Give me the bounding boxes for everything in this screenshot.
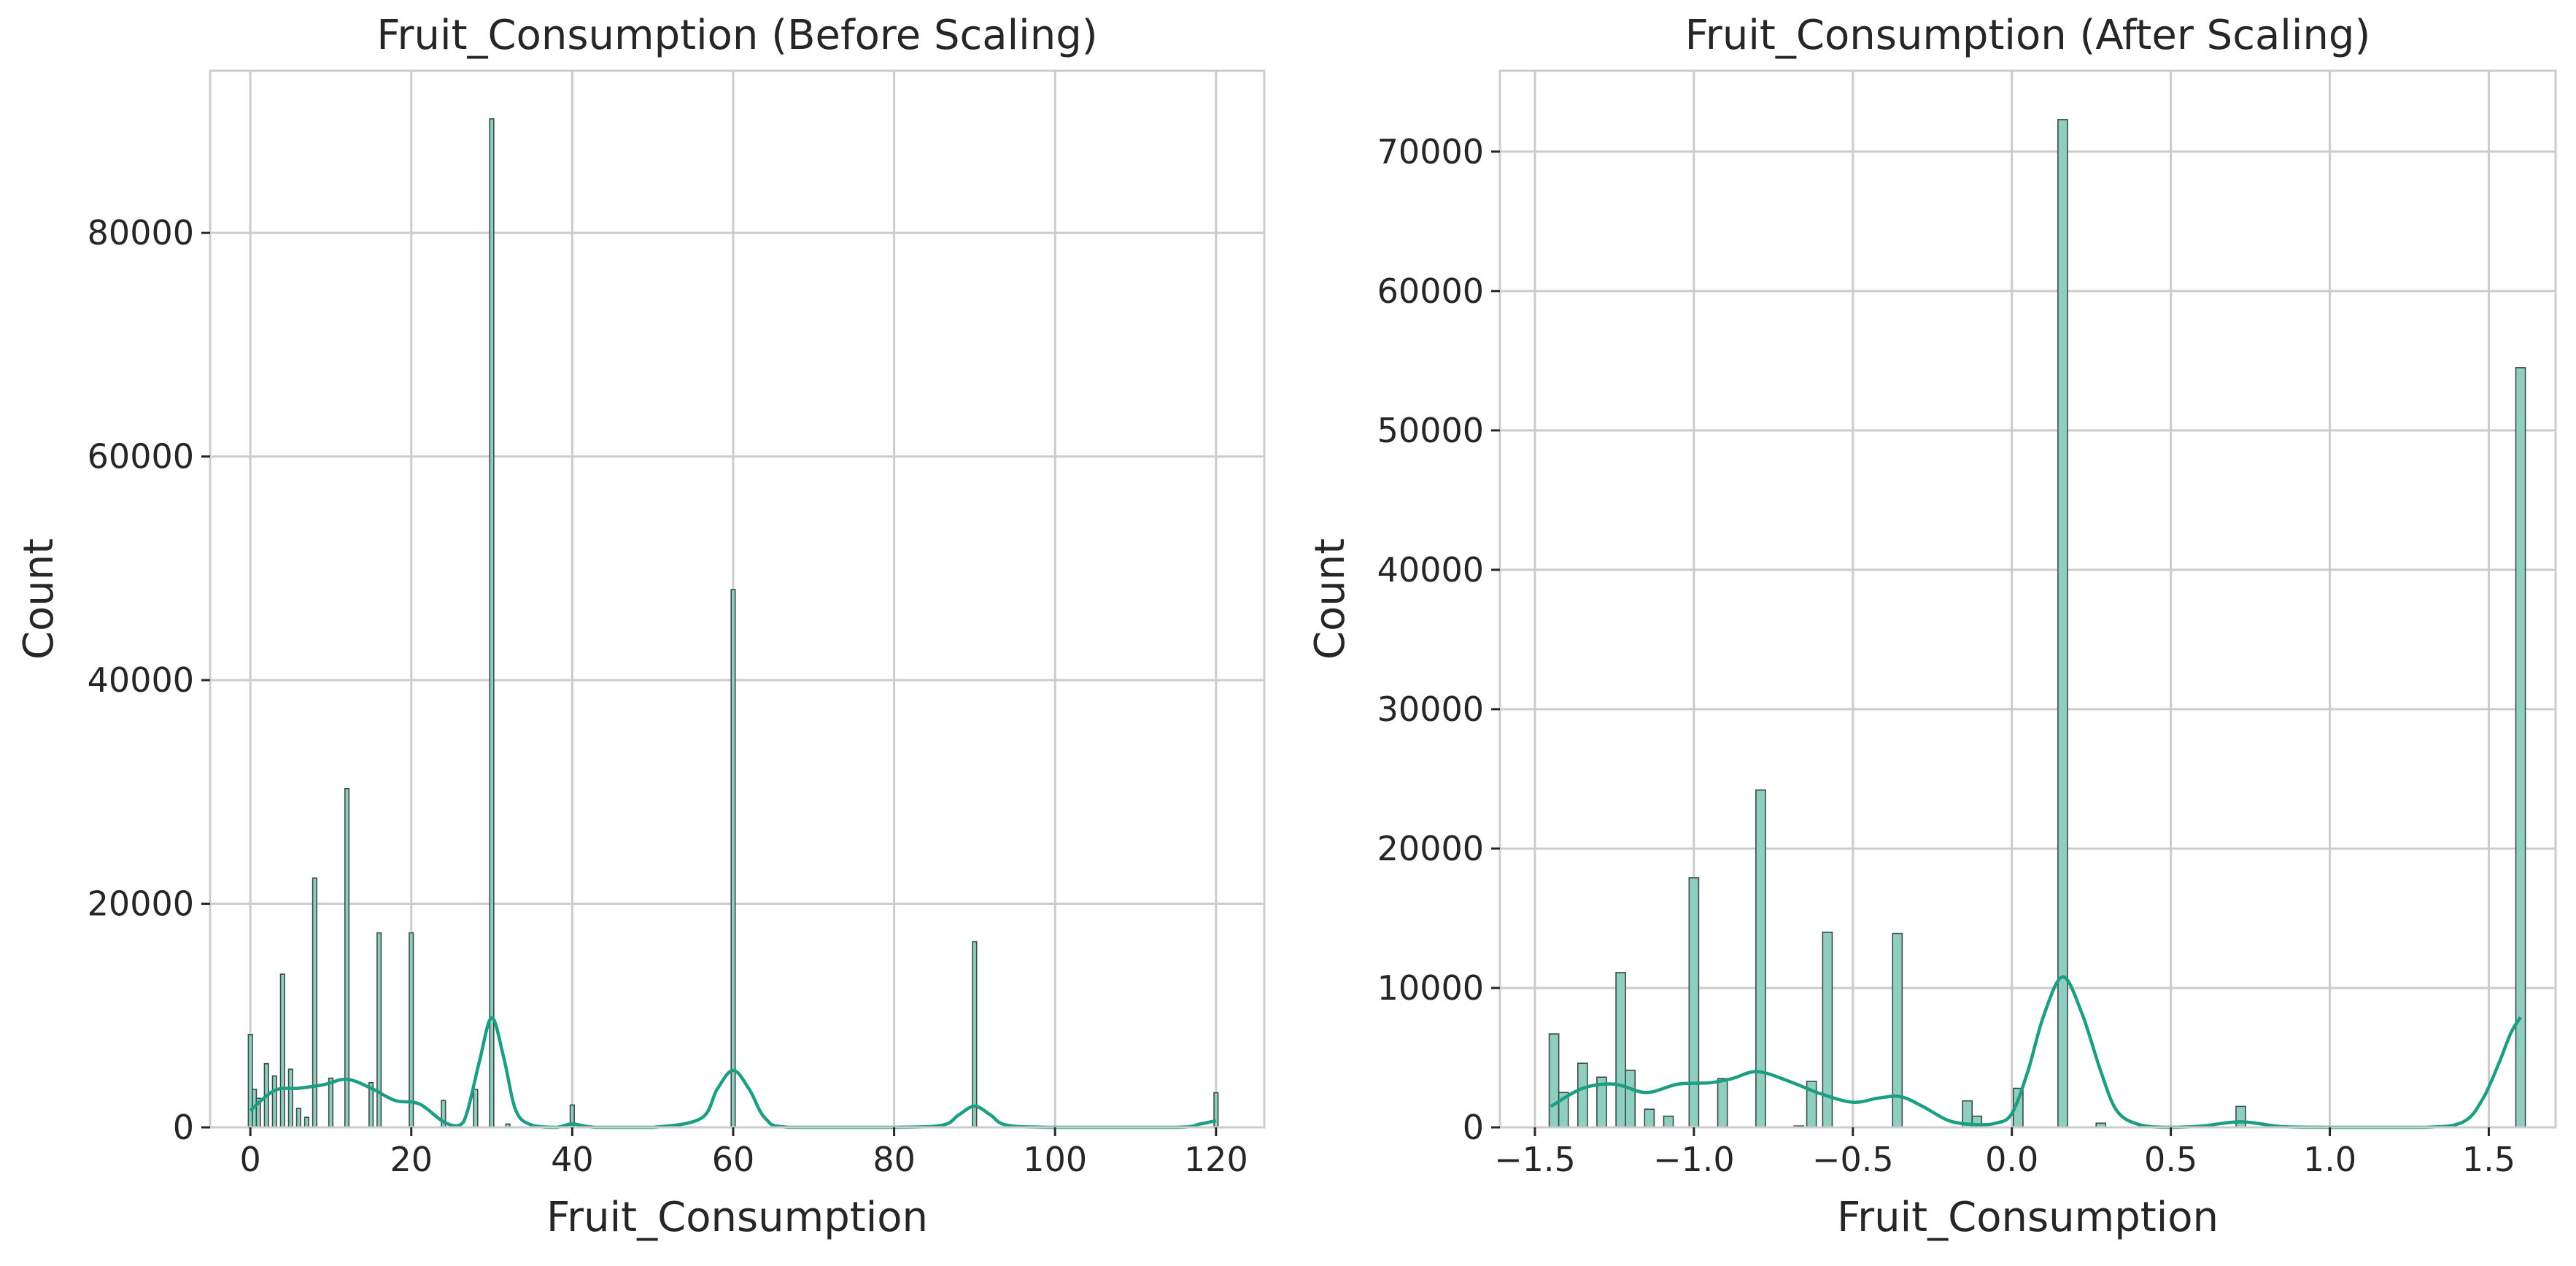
y-tick-label: 80000 [88, 213, 194, 252]
histogram-bar [247, 1034, 253, 1128]
histogram-bar [409, 932, 414, 1128]
histogram-bar [303, 1116, 309, 1128]
histogram-bar [295, 1108, 301, 1128]
histogram-bar [1688, 877, 1700, 1128]
y-tick-label: 70000 [1377, 132, 1484, 171]
histogram-bar [1644, 1108, 1655, 1128]
x-tick-label: 0 [240, 1140, 261, 1179]
histogram-bar [1625, 1069, 1636, 1128]
y-tick-label: 40000 [1377, 550, 1484, 590]
x-tick-label: 20 [390, 1140, 433, 1179]
histogram-bar [1577, 1062, 1588, 1128]
histogram-bar [1615, 972, 1626, 1128]
x-tick-label: 40 [551, 1140, 594, 1179]
chart-title: Fruit_Consumption (After Scaling) [1685, 12, 2371, 59]
histogram-bar [2515, 367, 2526, 1128]
histogram-bar [1548, 1033, 1560, 1128]
x-axis-label: Fruit_Consumption [1837, 1194, 2219, 1241]
x-axis-label: Fruit_Consumption [546, 1194, 928, 1241]
histogram-before-scaling: 0 20 40 60 80 100 120 0 20000 40000 60000 80000 Frui… [15, 12, 1266, 1241]
y-axis-label: Count [15, 539, 63, 660]
y-tick-label: 60000 [88, 437, 194, 476]
histogram-bar [344, 787, 350, 1128]
histogram-bar [1755, 789, 1766, 1128]
histogram-bar [376, 932, 382, 1128]
y-tick-label: 50000 [1377, 411, 1484, 450]
y-tick-label: 10000 [1377, 968, 1484, 1008]
y-tick-label: 40000 [88, 660, 194, 700]
histogram-bar [1717, 1078, 1728, 1128]
x-tick-label: −0.5 [1812, 1140, 1894, 1179]
histogram-after-scaling: −1.5 −1.0 −0.5 0.0 0.5 1.0 1.5 0 10000 20000 30000… [1307, 12, 2557, 1241]
histogram-bar [2235, 1105, 2246, 1128]
x-tick-label: −1.5 [1494, 1140, 1576, 1179]
histogram-bar [473, 1089, 479, 1128]
x-tick-label: 60 [712, 1140, 755, 1179]
histogram-bar [312, 877, 317, 1128]
histogram-bar [730, 589, 736, 1128]
y-tick-label: 20000 [88, 884, 194, 924]
histogram-bar [328, 1077, 334, 1128]
x-tick-label: 80 [873, 1140, 916, 1179]
histogram-bar [287, 1068, 293, 1128]
plot-frame [209, 69, 1266, 1129]
histogram-bar [271, 1075, 277, 1128]
y-tick-label: 20000 [1377, 829, 1484, 868]
x-tick-label: 1.0 [2303, 1140, 2356, 1179]
y-tick-label: 60000 [1377, 271, 1484, 311]
chart-title: Fruit_Consumption (Before Scaling) [376, 12, 1097, 59]
histogram-bar [489, 118, 495, 1128]
x-tick-label: −1.0 [1653, 1140, 1735, 1179]
x-tick-label: 100 [1023, 1140, 1087, 1179]
histogram-bar [1663, 1115, 1674, 1128]
x-tick-label: 120 [1184, 1140, 1248, 1179]
y-axis-label: Count [1307, 539, 1354, 660]
y-tick-label: 0 [1463, 1108, 1484, 1147]
y-tick-label: 0 [173, 1108, 194, 1147]
x-tick-label: 0.5 [2144, 1140, 2197, 1179]
histogram-bar [972, 941, 978, 1128]
x-tick-label: 0.0 [1985, 1140, 2038, 1179]
plot-frame [1498, 69, 2557, 1129]
y-tick-label: 30000 [1377, 690, 1484, 729]
x-tick-label: 1.5 [2462, 1140, 2515, 1179]
histogram-bar [279, 973, 285, 1128]
